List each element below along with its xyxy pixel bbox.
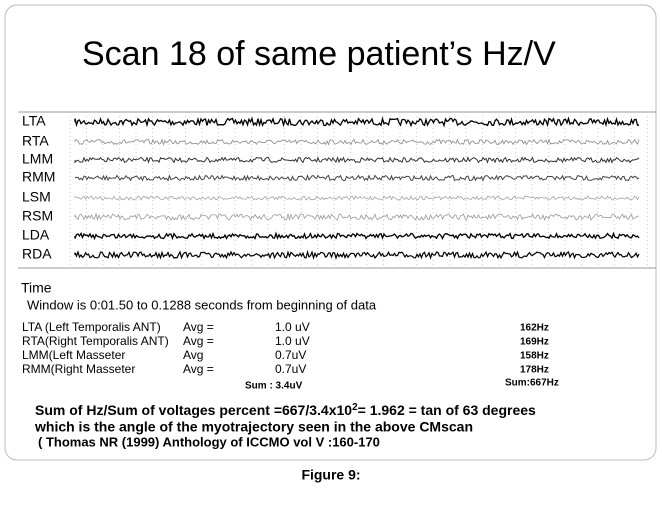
row-cell: 0.7uV — [275, 362, 306, 376]
channel-label: LDA — [22, 227, 50, 243]
channel-label: RSM — [22, 208, 53, 224]
row-cell: LTA (Left Temporalis ANT) — [22, 320, 161, 334]
channel-label: RTA — [22, 133, 49, 149]
formula-main: Sum of Hz/Sum of voltages percent =667/3… — [35, 402, 352, 418]
citation: ( Thomas NR (1999) Anthology of ICCMO vo… — [38, 434, 380, 449]
formula: Sum of Hz/Sum of voltages percent =667/3… — [35, 402, 536, 418]
traces: LTA RTA LMM RMM LSM RSM LDA RDA — [22, 113, 640, 262]
row-cell: 1.0 uV — [275, 334, 310, 348]
emg-trace — [74, 156, 640, 164]
row-cell: Avg — [183, 348, 203, 362]
channel-label: RMM — [22, 169, 55, 185]
rows: LTA (Left Temporalis ANT) Avg = 1.0 uV 162H… — [22, 320, 549, 376]
sum-hz: Sum:667Hz — [505, 378, 559, 389]
row-cell: 178Hz — [520, 365, 549, 376]
channel-label: LTA — [22, 113, 46, 129]
emg-trace — [74, 116, 640, 128]
row-cell: 0.7uV — [275, 348, 306, 362]
formula-line2: which is the angle of the myotrajectory … — [34, 419, 473, 435]
emg-trace — [74, 249, 640, 261]
trace-grid — [18, 111, 656, 269]
caption: Figure 9: — [301, 467, 360, 483]
slide-title: Scan 18 of same patient’s Hz/V — [82, 35, 556, 73]
sum-voltage: Sum : 3.4uV — [245, 381, 303, 392]
frame — [4, 4, 657, 461]
emg-trace — [74, 138, 640, 146]
row-cell: RTA(Right Temporalis ANT) — [22, 334, 169, 348]
channel-label: LMM — [22, 151, 53, 167]
emg-trace — [74, 195, 640, 201]
window-text: Window is 0:01.50 to 0.1288 seconds from… — [27, 297, 377, 312]
row-cell: 162Hz — [520, 323, 549, 334]
emg-trace — [74, 174, 640, 182]
row-cell: Avg = — [183, 334, 214, 348]
row-cell: Avg = — [183, 362, 214, 376]
time-label: Time — [21, 280, 52, 296]
formula-exp: 2 — [352, 402, 358, 413]
channel-label: LSM — [22, 189, 51, 205]
row-cell: 158Hz — [520, 351, 549, 362]
row-cell: 1.0 uV — [275, 320, 310, 334]
row-cell: 169Hz — [520, 337, 549, 348]
channel-label: RDA — [22, 246, 52, 262]
row-cell: LMM(Left Masseter — [22, 348, 125, 362]
row-cell: Avg = — [183, 320, 214, 334]
row-cell: RMM(Right Masseter — [22, 362, 135, 376]
formula-rest: = 1.962 = tan of 63 degrees — [358, 402, 536, 418]
emg-trace — [74, 231, 640, 241]
emg-trace — [74, 212, 640, 222]
